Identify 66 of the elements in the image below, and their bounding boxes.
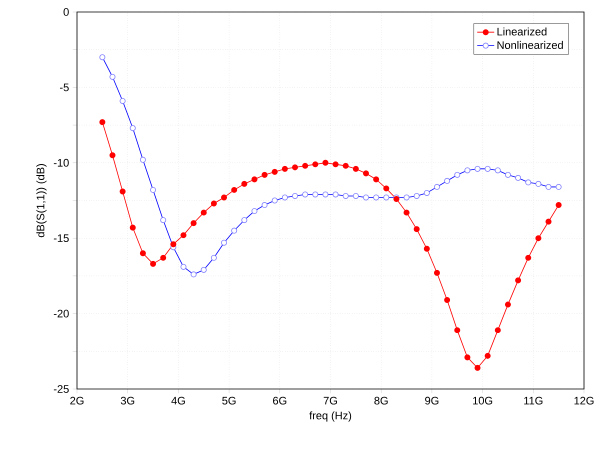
point: [262, 172, 268, 178]
point: [170, 241, 176, 248]
y-tick-label: 0: [64, 8, 69, 16]
point: [474, 364, 481, 371]
y-axis-title: dB(S(1,1)) (dB): [36, 164, 47, 238]
point: [130, 224, 136, 231]
point: [484, 352, 491, 359]
point: [424, 246, 430, 252]
point: [556, 202, 562, 208]
x-tick-label: 6G: [273, 396, 286, 405]
point: [383, 185, 390, 192]
point: [302, 162, 308, 169]
point: [110, 152, 116, 158]
point: [99, 119, 106, 126]
x-tick-label: 3G: [120, 396, 134, 405]
x-tick-label: 12G: [574, 396, 594, 405]
x-tick-label: 9G: [425, 396, 438, 405]
point: [322, 160, 328, 166]
point: [414, 226, 420, 232]
x-tick-label: 10G: [473, 396, 492, 405]
y-tick-label: -20: [54, 310, 69, 318]
x-tick-label: 2G: [70, 396, 84, 405]
point: [434, 270, 440, 276]
point: [494, 327, 501, 334]
y-tick-label: -15: [54, 234, 69, 242]
legend-label: Nonlinearized: [498, 40, 563, 49]
x-axis-title: freq (Hz): [309, 411, 352, 422]
point: [312, 161, 318, 168]
point: [515, 277, 522, 284]
point: [251, 176, 258, 182]
point: [342, 162, 349, 169]
point: [120, 188, 126, 194]
point: [546, 218, 552, 225]
point: [221, 194, 228, 200]
point: [292, 164, 298, 170]
point: [504, 302, 511, 308]
point: [282, 166, 288, 172]
point: [404, 210, 410, 216]
point: [231, 186, 238, 193]
point: [525, 254, 532, 261]
point: [210, 200, 217, 207]
point: [180, 232, 186, 238]
point: [464, 354, 470, 360]
point: [454, 327, 460, 334]
x-tick-label: 5G: [222, 396, 236, 405]
legend-label: Linearized: [498, 27, 546, 36]
y-tick-label: -25: [54, 385, 69, 393]
x-tick-label: 11G: [524, 396, 542, 405]
point: [200, 210, 207, 216]
y-tick-label: -10: [54, 158, 69, 167]
point: [190, 220, 197, 226]
point: [444, 297, 450, 304]
y-tick-label: -5: [60, 84, 69, 92]
point: [140, 250, 146, 256]
point: [160, 254, 166, 261]
point: [363, 170, 369, 176]
point: [352, 166, 359, 172]
point: [535, 235, 542, 242]
point: [241, 180, 248, 187]
point: [332, 161, 339, 168]
point: [150, 260, 156, 267]
point: [373, 176, 380, 182]
point: [272, 168, 278, 175]
x-tick-label: 4G: [171, 396, 185, 405]
x-tick-label: 7G: [324, 396, 337, 405]
x-tick-label: 8G: [374, 396, 388, 405]
